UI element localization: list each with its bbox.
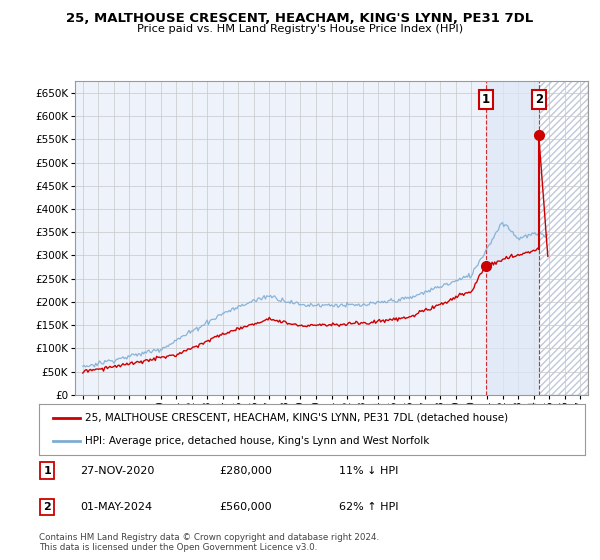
Text: 25, MALTHOUSE CRESCENT, HEACHAM, KING'S LYNN, PE31 7DL: 25, MALTHOUSE CRESCENT, HEACHAM, KING'S … xyxy=(67,12,533,25)
Text: 01-MAY-2024: 01-MAY-2024 xyxy=(80,502,152,512)
Text: 62% ↑ HPI: 62% ↑ HPI xyxy=(340,502,399,512)
Bar xyxy=(539,81,588,395)
Bar xyxy=(539,79,588,395)
Text: 1: 1 xyxy=(43,465,51,475)
Text: £560,000: £560,000 xyxy=(219,502,272,512)
Text: 1: 1 xyxy=(482,94,490,106)
Text: 11% ↓ HPI: 11% ↓ HPI xyxy=(340,465,398,475)
Text: £280,000: £280,000 xyxy=(219,465,272,475)
Text: Price paid vs. HM Land Registry's House Price Index (HPI): Price paid vs. HM Land Registry's House … xyxy=(137,24,463,34)
Bar xyxy=(486,81,539,395)
Text: Contains HM Land Registry data © Crown copyright and database right 2024.: Contains HM Land Registry data © Crown c… xyxy=(39,533,379,542)
Text: 27-NOV-2020: 27-NOV-2020 xyxy=(80,465,154,475)
Text: 2: 2 xyxy=(535,94,543,106)
Text: HPI: Average price, detached house, King's Lynn and West Norfolk: HPI: Average price, detached house, King… xyxy=(85,436,430,446)
Text: 2: 2 xyxy=(43,502,51,512)
Text: This data is licensed under the Open Government Licence v3.0.: This data is licensed under the Open Gov… xyxy=(39,543,317,552)
Text: 25, MALTHOUSE CRESCENT, HEACHAM, KING'S LYNN, PE31 7DL (detached house): 25, MALTHOUSE CRESCENT, HEACHAM, KING'S … xyxy=(85,413,509,423)
Bar xyxy=(539,81,588,395)
